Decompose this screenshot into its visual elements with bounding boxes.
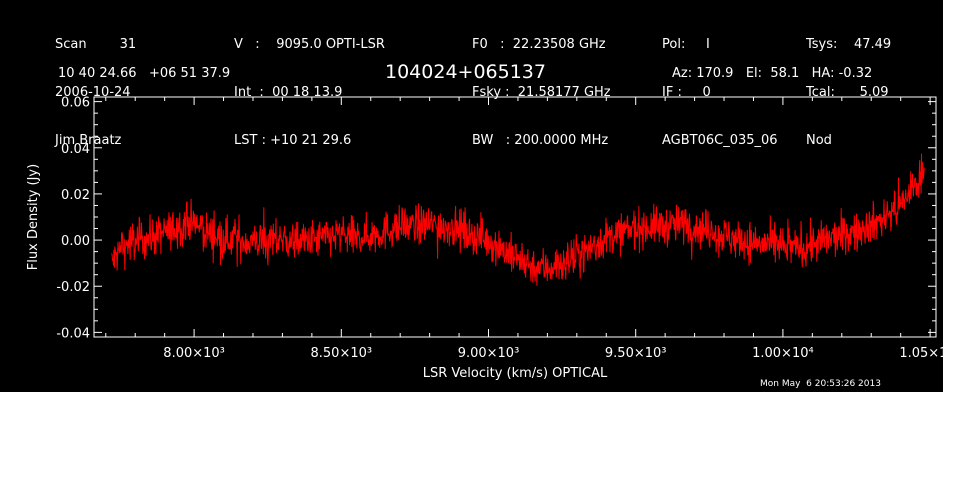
header-col-velocity: V : 9095.0 OPTI-LSR Int : 00 18 13.9 LST… [234, 5, 385, 165]
series-layer [111, 153, 925, 286]
x-tick-label: 8.00×10³ [163, 346, 225, 361]
source-name: 104024+065137 [385, 61, 546, 83]
x-axis-label: LSR Velocity (km/s) OPTICAL [423, 366, 608, 381]
y-axis-label: Flux Density (Jy) [26, 164, 41, 270]
bandwidth-line: BW : 200.0000 MHz [472, 133, 609, 148]
spectrum-series-line [111, 153, 925, 286]
pol-line: Pol: I [662, 37, 710, 52]
header-col-scan: Scan 31 2006-10-24 Jim Braatz [55, 5, 136, 165]
x-tick-label: 9.00×10³ [458, 346, 520, 361]
velocity-line: V : 9095.0 OPTI-LSR [234, 37, 385, 52]
fsky-line: Fsky : 21.58177 GHz [472, 85, 611, 100]
header-col-pol: Pol: I IF : 0 AGBT06C_035_06 [662, 5, 778, 165]
plot-timestamp: Mon May 6 20:53:26 2013 [760, 379, 881, 389]
spectrum-chart: 8.00×10³ 8.50×10³ 9.00×10³ 9.50×10³ 1.00×10⁴… [26, 95, 961, 381]
y-tick-label: 0.06 [61, 96, 90, 111]
observer-line: Jim Braatz [55, 133, 122, 148]
y-tick-label: 0.04 [61, 142, 90, 157]
pointing-info: Az: 170.9 El: 58.1 HA: -0.32 [672, 66, 873, 81]
y-tick-label: -0.04 [56, 326, 90, 341]
tcal-line: Tcal: 5.09 [806, 85, 889, 100]
header-col-frequency: F0 : 22.23508 GHz Fsky : 21.58177 GHz BW… [472, 5, 611, 165]
coordinates: 10 40 24.66 +06 51 37.9 [58, 66, 231, 81]
x-tick-label: 1.00×10⁴ [752, 346, 814, 361]
if-line: IF : 0 [662, 85, 711, 100]
scan-line: Scan 31 [55, 37, 137, 52]
project-line: AGBT06C_035_06 [662, 133, 778, 148]
x-tick-label: 9.50×10³ [605, 346, 667, 361]
y-tick-label: 0.00 [61, 234, 90, 249]
plot-panel [0, 0, 943, 392]
header-col-tsys: Tsys: 47.49 Tcal: 5.09 Nod [806, 5, 891, 165]
f0-line: F0 : 22.23508 GHz [472, 37, 606, 52]
x-tick-label: 1.05×10⁴ [899, 346, 961, 361]
lst-line: LST : +10 21 29.6 [234, 133, 352, 148]
y-tick-label: -0.02 [56, 280, 90, 295]
date-line: 2006-10-24 [55, 85, 131, 100]
tsys-line: Tsys: 47.49 [806, 37, 892, 52]
mode-line: Nod [806, 133, 832, 148]
plot-frame [93, 96, 937, 338]
ticks-layer: 8.00×10³ 8.50×10³ 9.00×10³ 9.50×10³ 1.00×10⁴… [56, 96, 961, 361]
y-tick-label: 0.02 [61, 188, 90, 203]
x-tick-label: 8.50×10³ [311, 346, 373, 361]
integration-line: Int : 00 18 13.9 [234, 85, 343, 100]
